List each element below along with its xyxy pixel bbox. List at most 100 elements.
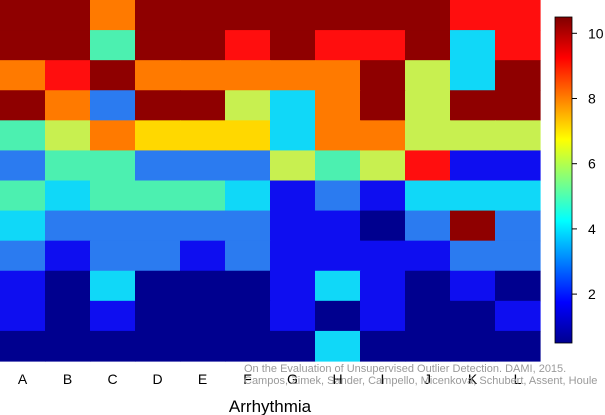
heatmap-cell-I-row-8 [360,210,406,242]
x-tick-label-D: D [152,371,162,387]
heatmap-cell-A-row-12 [0,330,46,362]
heatmap-cell-J-row-8 [405,210,451,242]
heatmap-cell-H-row-8 [315,210,361,242]
heatmap-cell-D-row-4 [135,90,181,121]
heatmap-cell-F-row-3 [225,60,271,91]
heatmap-cell-L-row-5 [495,120,541,152]
heatmap-cell-E-row-7 [180,180,226,212]
heatmap-cell-G-row-10 [270,270,316,302]
heatmap-cell-K-row-5 [450,120,496,152]
heatmap-cells [0,0,541,362]
heatmap-cell-L-row-11 [495,300,541,332]
heatmap-cell-E-row-9 [180,240,226,272]
heatmap-cell-K-row-4 [450,90,496,121]
colorbar-tick-label-6: 6 [588,156,596,172]
heatmap-cell-B-row-5 [45,120,91,152]
heatmap-cell-D-row-12 [135,330,181,362]
x-tick-label-L: L [514,371,522,387]
heatmap-cell-K-row-9 [450,240,496,272]
heatmap-cell-F-row-4 [225,90,271,121]
heatmap-cell-I-row-7 [360,180,406,212]
x-tick-label-G: G [287,371,298,387]
heatmap-cell-G-row-1 [270,0,316,31]
heatmap-cell-C-row-2 [90,30,136,61]
heatmap-cell-C-row-10 [90,270,136,302]
heatmap-cell-L-row-12 [495,330,541,362]
heatmap-cell-I-row-1 [360,0,406,31]
heatmap-cell-F-row-5 [225,120,271,152]
heatmap-cell-H-row-1 [315,0,361,31]
heatmap-cell-C-row-3 [90,60,136,91]
heatmap-cell-D-row-11 [135,300,181,332]
colorbar-ticks: 2 4 6 8 10 [572,25,604,302]
x-tick-label-C: C [107,371,117,387]
heatmap-cell-E-row-2 [180,30,226,61]
heatmap-cell-D-row-6 [135,150,181,182]
heatmap-cell-D-row-10 [135,270,181,302]
heatmap-cell-A-row-8 [0,210,46,242]
heatmap-cell-F-row-6 [225,150,271,182]
heatmap-cell-J-row-7 [405,180,451,212]
heatmap-cell-H-row-7 [315,180,361,212]
colorbar-tick-label-8: 8 [588,91,596,107]
heatmap-cell-E-row-12 [180,330,226,362]
heatmap-cell-D-row-2 [135,30,181,61]
heatmap-cell-I-row-4 [360,90,406,121]
heatmap-cell-C-row-1 [90,0,136,31]
heatmap-cell-A-row-2 [0,30,46,61]
heatmap-cell-L-row-1 [495,0,541,31]
heatmap-cell-D-row-1 [135,0,181,31]
heatmap-cell-E-row-10 [180,270,226,302]
heatmap-cell-H-row-2 [315,30,361,61]
colorbar-tick-label-10: 10 [588,25,604,41]
heatmap-cell-H-row-9 [315,240,361,272]
heatmap-cell-A-row-5 [0,120,46,152]
heatmap-cell-E-row-8 [180,210,226,242]
heatmap-cell-G-row-6 [270,150,316,182]
heatmap-cell-K-row-11 [450,300,496,332]
heatmap-cell-L-row-10 [495,270,541,302]
x-tick-label-K: K [468,371,478,387]
heatmap-cell-F-row-9 [225,240,271,272]
heatmap-cell-K-row-2 [450,30,496,61]
heatmap-cell-A-row-9 [0,240,46,272]
heatmap-cell-B-row-6 [45,150,91,182]
heatmap-cell-E-row-3 [180,60,226,91]
x-axis-label: Arrhythmia [229,397,312,415]
heatmap-cell-B-row-3 [45,60,91,91]
heatmap-cell-G-row-5 [270,120,316,152]
heatmap-cell-J-row-12 [405,330,451,362]
colorbar-tick-label-4: 4 [588,221,596,237]
heatmap-cell-A-row-3 [0,60,46,91]
colorbar-tick-label-2: 2 [588,286,596,302]
watermark-line-2: Campos, Zimek, Sander, Campello, Micenko… [244,375,597,387]
heatmap-cell-C-row-8 [90,210,136,242]
heatmap-cell-J-row-2 [405,30,451,61]
x-tick-label-I: I [381,371,385,387]
heatmap-cell-J-row-11 [405,300,451,332]
heatmap-cell-G-row-12 [270,330,316,362]
heatmap-cell-C-row-4 [90,90,136,121]
heatmap-cell-F-row-1 [225,0,271,31]
heatmap-cell-A-row-1 [0,0,46,31]
heatmap-cell-B-row-11 [45,300,91,332]
x-tick-label-E: E [198,371,207,387]
heatmap-cell-H-row-4 [315,90,361,121]
heatmap-cell-F-row-12 [225,330,271,362]
heatmap-cell-D-row-5 [135,120,181,152]
heatmap-cell-E-row-5 [180,120,226,152]
heatmap-cell-A-row-11 [0,300,46,332]
heatmap-cell-J-row-6 [405,150,451,182]
heatmap-cell-D-row-3 [135,60,181,91]
heatmap-cell-K-row-10 [450,270,496,302]
heatmap-cell-L-row-4 [495,90,541,121]
heatmap-cell-J-row-1 [405,0,451,31]
heatmap-cell-G-row-11 [270,300,316,332]
heatmap-cell-A-row-10 [0,270,46,302]
x-tick-label-H: H [332,371,342,387]
heatmap-cell-I-row-10 [360,270,406,302]
heatmap-cell-L-row-8 [495,210,541,242]
heatmap-cell-C-row-6 [90,150,136,182]
heatmap-cell-A-row-7 [0,180,46,212]
